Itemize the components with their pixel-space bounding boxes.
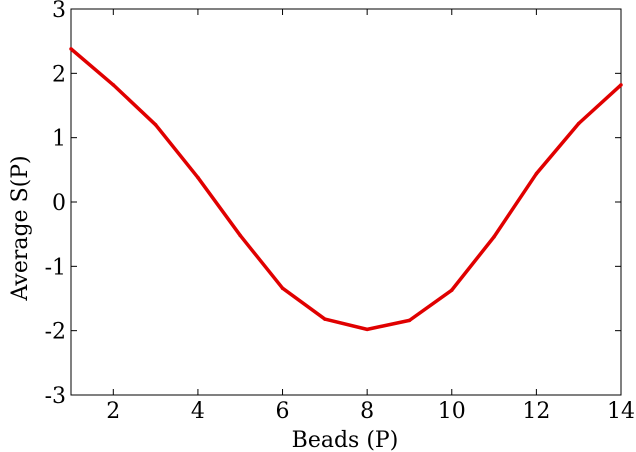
data-point <box>492 234 496 239</box>
y-tick-label: -3 <box>45 384 66 409</box>
y-tick-label: 3 <box>52 0 66 23</box>
data-point <box>196 175 200 180</box>
x-tick-labels: 2 4 6 8 10 12 14 <box>106 399 635 424</box>
data-point <box>280 286 285 290</box>
plot-frame <box>70 8 622 396</box>
x-tick-label: 6 <box>276 399 290 424</box>
data-point <box>576 121 581 126</box>
x-tick-label: 2 <box>106 399 120 424</box>
data-point <box>534 171 539 176</box>
data-point <box>407 318 412 323</box>
series-line <box>69 47 623 332</box>
data-point <box>365 327 369 332</box>
x-tick-label: 14 <box>607 399 635 424</box>
y-tick-label: -2 <box>45 320 66 345</box>
x-tick-label: 8 <box>360 399 374 424</box>
data-point <box>450 288 454 292</box>
x-tick-label: 12 <box>522 399 550 424</box>
axis-ticks <box>71 8 622 396</box>
y-axis-title: Average S(P) <box>8 155 33 301</box>
plot-area-frame <box>70 8 622 396</box>
y-tick-labels: -3 -2 -1 0 1 2 3 <box>45 0 66 409</box>
y-tick-label: -1 <box>45 255 66 280</box>
data-point <box>111 83 116 87</box>
x-tick-label: 4 <box>191 399 205 424</box>
y-tick-label: 0 <box>52 191 66 216</box>
data-point <box>619 83 623 87</box>
y-tick-label: 1 <box>52 127 66 152</box>
data-point <box>238 233 242 238</box>
x-tick-label: 10 <box>438 399 466 424</box>
x-axis-title: Beads (P) <box>292 428 399 452</box>
data-point <box>323 317 327 321</box>
data-point <box>69 47 73 51</box>
series-lines <box>69 47 623 332</box>
data-point <box>153 123 158 127</box>
y-tick-label: 2 <box>52 62 66 87</box>
